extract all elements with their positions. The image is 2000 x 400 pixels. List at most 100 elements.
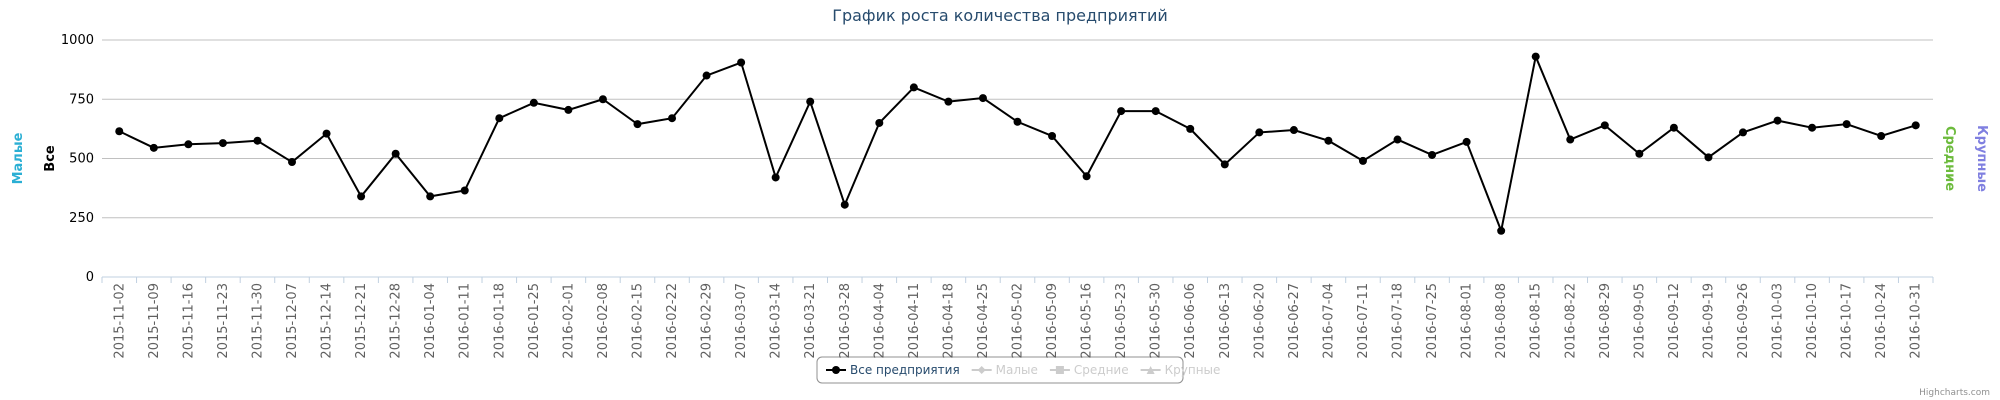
x-tick-label: 2016-04-25 — [976, 283, 991, 359]
legend-marker — [832, 366, 840, 374]
y-tick-label: 1000 — [61, 33, 94, 48]
point — [495, 114, 504, 123]
x-tick-label: 2016-09-19 — [1701, 283, 1716, 359]
x-tick-label: 2016-01-25 — [527, 283, 542, 359]
point — [737, 58, 746, 67]
x-tick-label: 2016-04-04 — [872, 283, 887, 359]
y-tick-label: 500 — [69, 152, 94, 167]
y-tick-label: 0 — [86, 270, 94, 285]
point — [978, 94, 987, 103]
point — [1635, 149, 1644, 158]
x-tick-label: 2016-08-29 — [1598, 283, 1613, 359]
x-tick-label: 2016-08-22 — [1563, 283, 1578, 359]
point — [1358, 156, 1367, 165]
x-tick-label: 2016-10-24 — [1874, 283, 1889, 359]
point — [253, 136, 262, 145]
point — [1082, 172, 1091, 181]
point — [1704, 153, 1713, 162]
legend-item[interactable]: Все предприятия — [850, 363, 960, 377]
x-tick-label: 2016-03-07 — [734, 283, 749, 359]
legend-box — [816, 356, 1184, 384]
x-tick-label: 2015-11-23 — [216, 283, 231, 359]
x-tick-label: 2016-03-14 — [769, 283, 784, 359]
point — [115, 127, 124, 136]
x-tick-label: 2016-02-29 — [700, 283, 715, 359]
point — [840, 200, 849, 209]
x-tick-label: 2016-05-23 — [1114, 283, 1129, 359]
point — [1531, 52, 1540, 61]
x-tick-label: 2016-08-08 — [1494, 283, 1509, 359]
x-tick-label: 2016-09-26 — [1736, 283, 1751, 359]
x-tick-label: 2016-06-27 — [1287, 283, 1302, 359]
point — [391, 149, 400, 158]
x-tick-label: 2016-07-18 — [1391, 283, 1406, 359]
x-tick-label: 2016-07-11 — [1356, 283, 1371, 359]
point — [1324, 136, 1333, 145]
point — [1013, 117, 1022, 126]
point — [1773, 116, 1782, 125]
point — [1117, 107, 1126, 116]
point — [633, 120, 642, 129]
point — [944, 97, 953, 106]
point — [1393, 135, 1402, 144]
point — [1289, 126, 1298, 135]
point — [149, 143, 158, 152]
legend-item[interactable]: Малые — [996, 363, 1038, 377]
x-tick-label: 2015-11-09 — [147, 283, 162, 359]
x-tick-label: 2016-08-01 — [1460, 283, 1475, 359]
credits[interactable]: Highcharts.com — [1919, 388, 1990, 398]
x-tick-label: 2016-06-13 — [1218, 283, 1233, 359]
series-line — [118, 53, 1917, 235]
y-tick-label: 750 — [69, 92, 94, 107]
point — [1462, 137, 1471, 146]
x-tick-label: 2016-05-30 — [1149, 283, 1164, 359]
x-tick-label: 2016-04-11 — [907, 283, 922, 359]
x-tick-label: 2016-03-21 — [803, 283, 818, 359]
x-tick-label: 2016-10-10 — [1805, 283, 1820, 359]
point — [460, 186, 469, 195]
x-tick-label: 2016-07-04 — [1321, 283, 1336, 359]
x-tick-label: 2016-01-18 — [492, 283, 507, 359]
point — [184, 140, 193, 149]
x-tick-label: 2016-02-15 — [630, 283, 645, 359]
point — [1048, 131, 1057, 140]
point — [1877, 131, 1886, 140]
x-tick-label: 2015-11-30 — [250, 283, 265, 359]
x-tick-label: 2016-10-03 — [1771, 283, 1786, 359]
x-tick-label: 2016-06-20 — [1252, 283, 1267, 359]
point — [288, 158, 297, 167]
legend-item[interactable]: Крупные — [1165, 363, 1221, 377]
point — [1566, 135, 1575, 144]
legend-marker — [1146, 366, 1155, 374]
point — [1911, 121, 1920, 130]
point — [426, 192, 435, 201]
x-tick-label: 2016-03-28 — [838, 283, 853, 359]
x-tick-label: 2015-12-28 — [389, 283, 404, 359]
legend-item[interactable]: Средние — [1074, 363, 1129, 377]
x-tick-label: 2016-10-17 — [1840, 283, 1855, 359]
point — [1808, 123, 1817, 132]
point — [218, 139, 227, 148]
x-tick-label: 2016-02-01 — [561, 283, 576, 359]
point — [529, 98, 538, 107]
point — [1669, 123, 1678, 132]
point — [1842, 120, 1851, 129]
x-tick-label: 2016-09-12 — [1667, 283, 1682, 359]
legend-marker — [977, 366, 986, 374]
x-tick-label: 2016-09-05 — [1632, 283, 1647, 359]
axis-title: Средние — [1942, 126, 1957, 191]
x-tick-label: 2016-01-04 — [423, 283, 438, 359]
axis-title: Крупные — [1974, 125, 1989, 192]
axis-title: Все — [43, 145, 58, 172]
x-tick-label: 2016-05-09 — [1045, 283, 1060, 359]
point — [598, 95, 607, 104]
point — [1600, 121, 1609, 130]
x-tick-label: 2015-12-14 — [320, 283, 335, 359]
point — [771, 173, 780, 182]
point — [1151, 107, 1160, 116]
x-tick-label: 2016-06-06 — [1183, 283, 1198, 359]
x-tick-label: 2016-02-22 — [665, 283, 680, 359]
x-tick-label: 2015-11-02 — [112, 283, 127, 359]
point — [322, 129, 331, 138]
